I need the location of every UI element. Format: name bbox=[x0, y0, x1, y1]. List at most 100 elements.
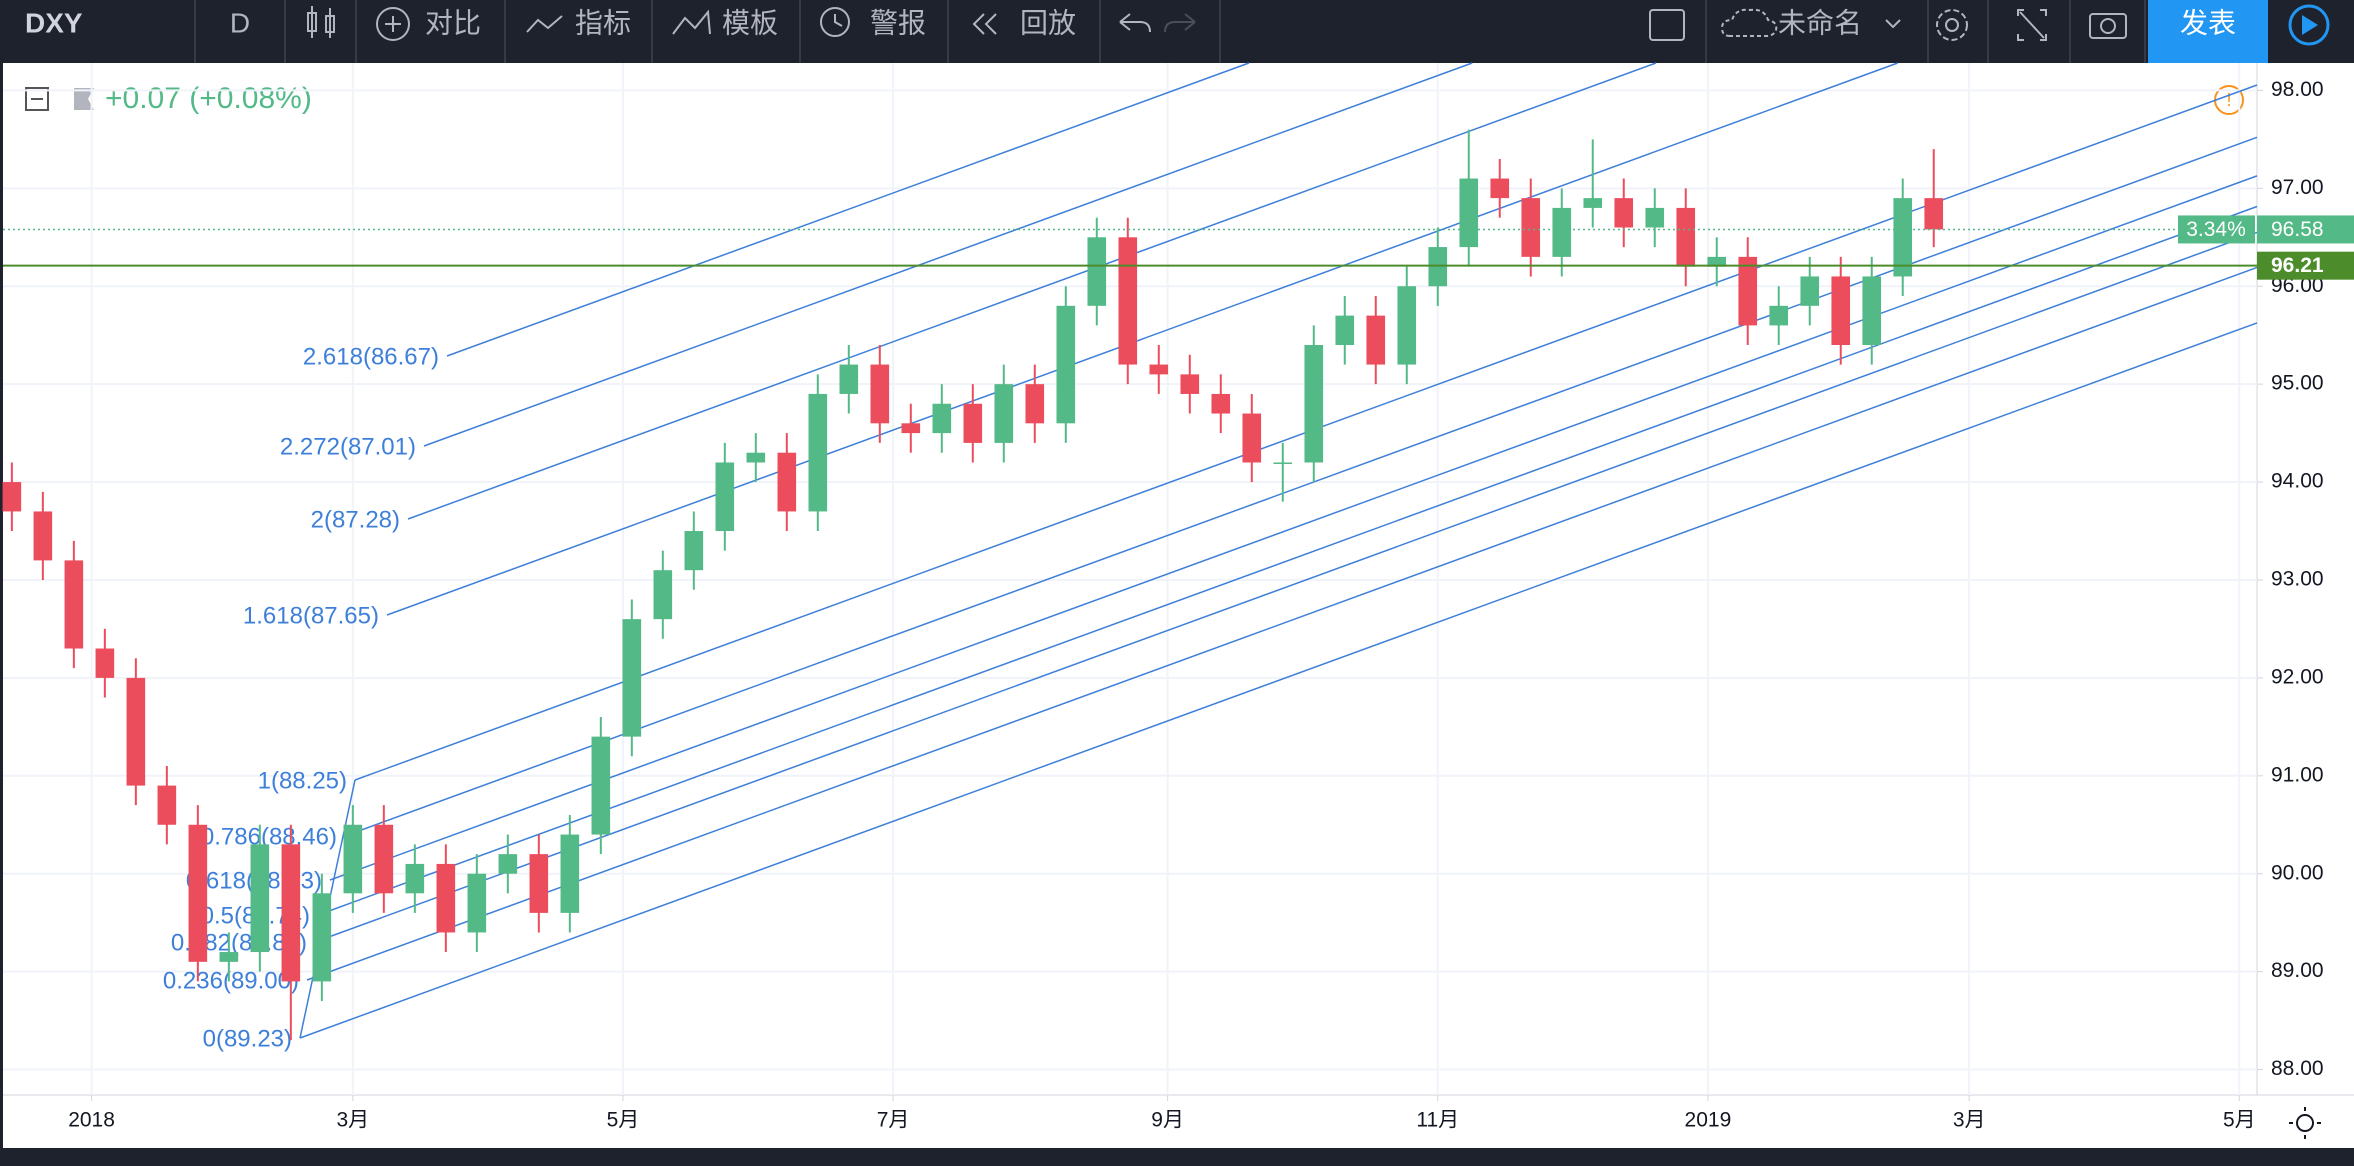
toolbar-separators bbox=[194, 0, 2146, 63]
y-tick-label: 91.00 bbox=[2271, 763, 2324, 786]
candle-body bbox=[591, 736, 611, 835]
fib-line bbox=[344, 136, 2258, 837]
candle-body bbox=[1831, 276, 1851, 345]
layout-name[interactable]: 未命名 bbox=[1778, 7, 1862, 38]
candle-body bbox=[312, 893, 332, 982]
candle-body bbox=[994, 384, 1014, 443]
candle-body bbox=[1056, 305, 1076, 424]
hline-box bbox=[2257, 251, 2354, 280]
candle-body bbox=[1397, 286, 1417, 365]
alerts-button[interactable]: 警报 bbox=[870, 7, 926, 38]
fib-level-label: 1(88.25) bbox=[258, 767, 347, 794]
x-tick-label: 11月 bbox=[1416, 1109, 1459, 1132]
legend-change: +0.07 (+0.08%) bbox=[105, 82, 312, 115]
fib-line bbox=[407, 62, 1657, 520]
candle-body bbox=[33, 511, 53, 561]
candle-body bbox=[653, 570, 673, 620]
candle-body bbox=[1304, 344, 1324, 463]
y-tick-label: 95.00 bbox=[2271, 372, 2324, 395]
candle-body bbox=[1552, 207, 1572, 257]
drawing-toggle[interactable] bbox=[1649, 9, 1685, 41]
candle-body bbox=[1614, 198, 1634, 228]
compare-icon[interactable] bbox=[376, 7, 410, 41]
candle-body bbox=[1676, 207, 1696, 267]
candle-body bbox=[1800, 276, 1820, 306]
layout-menu[interactable] bbox=[1885, 19, 1901, 29]
fib-line bbox=[317, 205, 2258, 916]
play-button[interactable] bbox=[2288, 4, 2330, 46]
y-tick-label: 92.00 bbox=[2271, 665, 2324, 688]
candle-body bbox=[1118, 237, 1138, 365]
candle-body bbox=[1738, 256, 1758, 326]
candle-body bbox=[1087, 237, 1107, 306]
timezone-settings[interactable] bbox=[2289, 1107, 2321, 1139]
plot: 88.00 89.00 90.00 91.00 92.00 93.00 94.00 95.00… bbox=[2, 62, 2354, 1132]
templates-button[interactable]: 模板 bbox=[722, 7, 778, 38]
x-tick-label: 2019 bbox=[1685, 1109, 1732, 1132]
candle-body bbox=[1583, 198, 1603, 208]
replay-icon[interactable] bbox=[972, 13, 997, 35]
fullscreen-button[interactable] bbox=[2017, 9, 2047, 41]
candle-body bbox=[1645, 207, 1665, 228]
fib-line bbox=[446, 62, 1250, 357]
settings-button[interactable] bbox=[1936, 9, 1968, 41]
fib-level-label: 0.236(89.00) bbox=[163, 967, 299, 994]
interval[interactable]: D bbox=[230, 7, 250, 38]
candle-body bbox=[281, 844, 301, 982]
candle-body bbox=[870, 364, 890, 424]
candle-body bbox=[1180, 374, 1200, 394]
fib-level-label: 2(87.28) bbox=[311, 506, 400, 533]
candle-body bbox=[1211, 393, 1231, 414]
flag-icon[interactable] bbox=[74, 88, 94, 110]
candle-body bbox=[901, 423, 921, 434]
candle-body bbox=[219, 952, 239, 962]
undo-button[interactable] bbox=[1119, 13, 1151, 33]
replay-button[interactable]: 回放 bbox=[1020, 7, 1076, 38]
candle-body bbox=[808, 393, 828, 512]
candle-body bbox=[622, 619, 642, 737]
candle-body bbox=[126, 677, 146, 786]
candle-body bbox=[1025, 384, 1045, 424]
candle-type-icon[interactable] bbox=[307, 6, 335, 38]
snapshot-button[interactable] bbox=[2089, 13, 2127, 39]
candle-body bbox=[1242, 413, 1262, 463]
candle-body bbox=[157, 785, 177, 825]
fib-level-label: 2.618(86.67) bbox=[303, 343, 439, 370]
candle-body bbox=[188, 824, 208, 962]
fib-line bbox=[314, 231, 2258, 943]
fib-level-label: 2.272(87.01) bbox=[280, 433, 416, 460]
hline-label: 96.21 bbox=[2271, 254, 2324, 277]
collapse-button[interactable] bbox=[25, 87, 49, 111]
candle-body bbox=[2, 482, 22, 512]
candle-body bbox=[64, 560, 84, 649]
indicators-icon[interactable] bbox=[526, 15, 563, 33]
candle-body bbox=[436, 863, 456, 933]
publish-label[interactable]: 发表 bbox=[2180, 7, 2236, 38]
compare-button[interactable]: 对比 bbox=[425, 7, 481, 38]
last-price-box bbox=[2257, 215, 2354, 244]
fib-line bbox=[423, 62, 1473, 447]
candle-body bbox=[560, 834, 580, 913]
cloud-icon[interactable] bbox=[1720, 8, 1778, 37]
templates-icon[interactable] bbox=[672, 9, 711, 35]
y-tick-label: 98.00 bbox=[2271, 78, 2324, 101]
alerts-icon[interactable] bbox=[820, 7, 850, 37]
y-tick-label: 93.00 bbox=[2271, 568, 2324, 591]
symbol[interactable]: DXY bbox=[25, 7, 83, 38]
chart-area bbox=[3, 63, 2354, 1148]
candle-body bbox=[715, 462, 735, 532]
redo-button[interactable] bbox=[1164, 13, 1196, 33]
indicators-button[interactable]: 指标 bbox=[575, 7, 631, 38]
candle-body bbox=[1459, 178, 1479, 248]
fib-line bbox=[386, 62, 1898, 616]
fib-line bbox=[306, 266, 2258, 981]
y-tick-label: 94.00 bbox=[2271, 470, 2324, 493]
candle-body bbox=[963, 403, 983, 443]
candle-body bbox=[1335, 315, 1355, 345]
candle-body bbox=[1149, 364, 1169, 375]
candle-body bbox=[498, 854, 518, 874]
candle-body bbox=[1924, 198, 1944, 230]
publish-button[interactable] bbox=[2148, 0, 2268, 63]
